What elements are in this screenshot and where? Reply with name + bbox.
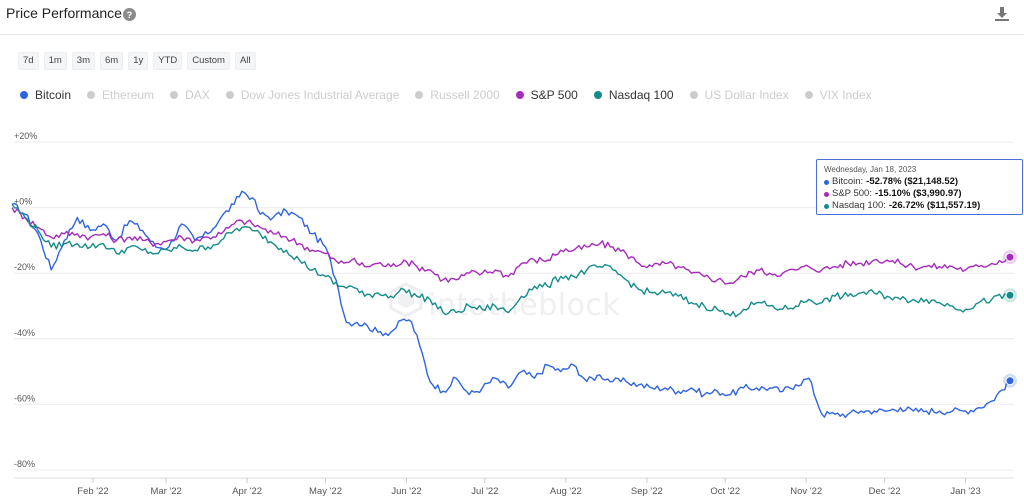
- range-button-7d[interactable]: 7d: [18, 52, 39, 70]
- legend-dot-icon: [87, 91, 96, 99]
- range-button-3m[interactable]: 3m: [71, 52, 95, 70]
- tooltip-value: -26.72% ($11,557.19): [888, 200, 981, 211]
- legend-item-nasdaq-100[interactable]: Nasdaq 100: [593, 88, 674, 102]
- range-button-ytd[interactable]: YTD: [153, 52, 183, 70]
- series-line-s-p-500: [11, 207, 1011, 285]
- legend-item-us-dollar-index[interactable]: US Dollar Index: [689, 88, 789, 102]
- x-tick-label: Nov '22: [790, 486, 822, 497]
- series-endpoint-s-p-500: [1005, 252, 1015, 262]
- x-tick-label: Sep '22: [631, 486, 663, 497]
- legend-dot-icon: [225, 91, 234, 99]
- x-tick-label: Feb '22: [77, 486, 108, 497]
- legend-dot-icon: [593, 91, 602, 99]
- x-tick-label: Jun '22: [391, 486, 421, 497]
- x-tick-label: May '22: [309, 486, 342, 497]
- tooltip-label: S&P 500:: [832, 188, 872, 199]
- legend-dot-icon: [515, 91, 524, 99]
- svg-text:?: ?: [127, 10, 133, 20]
- tooltip-dot-icon: [824, 191, 829, 197]
- legend-label: VIX Index: [819, 88, 872, 102]
- legend-item-dow-jones-industrial-average[interactable]: Dow Jones Industrial Average: [225, 88, 400, 102]
- x-tick-label: Oct '22: [710, 486, 740, 497]
- tooltip-row: Bitcoin: -52.78% ($21,148.52): [824, 176, 1015, 188]
- watermark: intotheblock: [428, 288, 621, 323]
- legend-item-dax[interactable]: DAX: [170, 88, 210, 102]
- tooltip-date: Wednesday, Jan 18, 2023: [824, 165, 917, 174]
- legend-label: Nasdaq 100: [608, 88, 674, 102]
- tooltip-dot-icon: [824, 203, 829, 209]
- legend-dot-icon: [689, 91, 698, 99]
- chart-tooltip: Wednesday, Jan 18, 2023 Bitcoin: -52.78% …: [816, 159, 1023, 215]
- legend-dot-icon: [415, 91, 424, 99]
- y-tick-label: -80%: [14, 459, 35, 469]
- legend-label: S&P 500: [530, 88, 578, 102]
- legend-item-russell-2000[interactable]: Russell 2000: [415, 88, 500, 102]
- series-endpoint-bitcoin: [1005, 376, 1015, 386]
- range-button-6m[interactable]: 6m: [99, 52, 124, 70]
- y-tick-label: +0%: [14, 197, 32, 207]
- legend-label: Dow Jones Industrial Average: [240, 88, 400, 102]
- help-icon[interactable]: ?: [123, 8, 136, 21]
- tooltip-label: Nasdaq 100:: [832, 200, 886, 211]
- tooltip-value: -52.78% ($21,148.52): [866, 176, 959, 187]
- x-tick-label: Jul '22: [471, 486, 498, 497]
- y-tick-label: -40%: [14, 328, 35, 338]
- legend-item-bitcoin[interactable]: Bitcoin: [20, 88, 71, 102]
- y-tick-label: +20%: [14, 131, 37, 141]
- range-button-custom[interactable]: Custom: [187, 52, 230, 70]
- range-selector: 7d 1m 3m 6m 1y YTD Custom All: [18, 52, 256, 70]
- range-button-1m[interactable]: 1m: [43, 52, 67, 70]
- legend-item-s-p-500[interactable]: S&P 500: [515, 88, 578, 102]
- legend: Bitcoin Ethereum DAX Dow Jones Industrial A…: [20, 88, 872, 102]
- x-tick-label: Dec '22: [869, 486, 901, 497]
- y-tick-label: -20%: [14, 262, 35, 272]
- range-button-1y[interactable]: 1y: [128, 52, 149, 70]
- x-tick-label: Mar '22: [150, 486, 181, 497]
- watermark-logo-icon: [389, 282, 423, 318]
- legend-dot-icon: [20, 91, 28, 99]
- legend-label: Ethereum: [102, 88, 155, 102]
- legend-item-ethereum[interactable]: Ethereum: [87, 88, 154, 102]
- tooltip-label: Bitcoin:: [832, 176, 864, 187]
- series-line-nasdaq-100: [11, 203, 1011, 318]
- legend-dot-icon: [804, 91, 813, 99]
- range-button-all[interactable]: All: [234, 52, 256, 70]
- legend-label: DAX: [185, 88, 210, 102]
- legend-dot-icon: [170, 91, 179, 99]
- legend-label: Russell 2000: [430, 88, 500, 102]
- x-tick-label: Aug '22: [550, 486, 582, 497]
- tooltip-value: -15.10% ($3,990.97): [874, 188, 962, 199]
- tooltip-row: S&P 500: -15.10% ($3,990.97): [824, 188, 1015, 200]
- header: Price Performance ?: [0, 0, 1024, 35]
- tooltip-dot-icon: [824, 179, 829, 185]
- series-endpoint-nasdaq-100: [1005, 290, 1015, 300]
- series-line-bitcoin: [11, 190, 1011, 418]
- tooltip-row: Nasdaq 100: -26.72% ($11,557.19): [824, 200, 1015, 212]
- legend-item-vix-index[interactable]: VIX Index: [804, 88, 872, 102]
- legend-label: US Dollar Index: [704, 88, 789, 102]
- page-title: Price Performance: [6, 5, 122, 21]
- x-tick-label: Apr '22: [232, 486, 262, 497]
- download-icon[interactable]: [994, 6, 1010, 22]
- legend-label: Bitcoin: [35, 88, 72, 102]
- x-tick-label: Jan '23: [950, 486, 980, 497]
- y-tick-label: -60%: [14, 393, 35, 403]
